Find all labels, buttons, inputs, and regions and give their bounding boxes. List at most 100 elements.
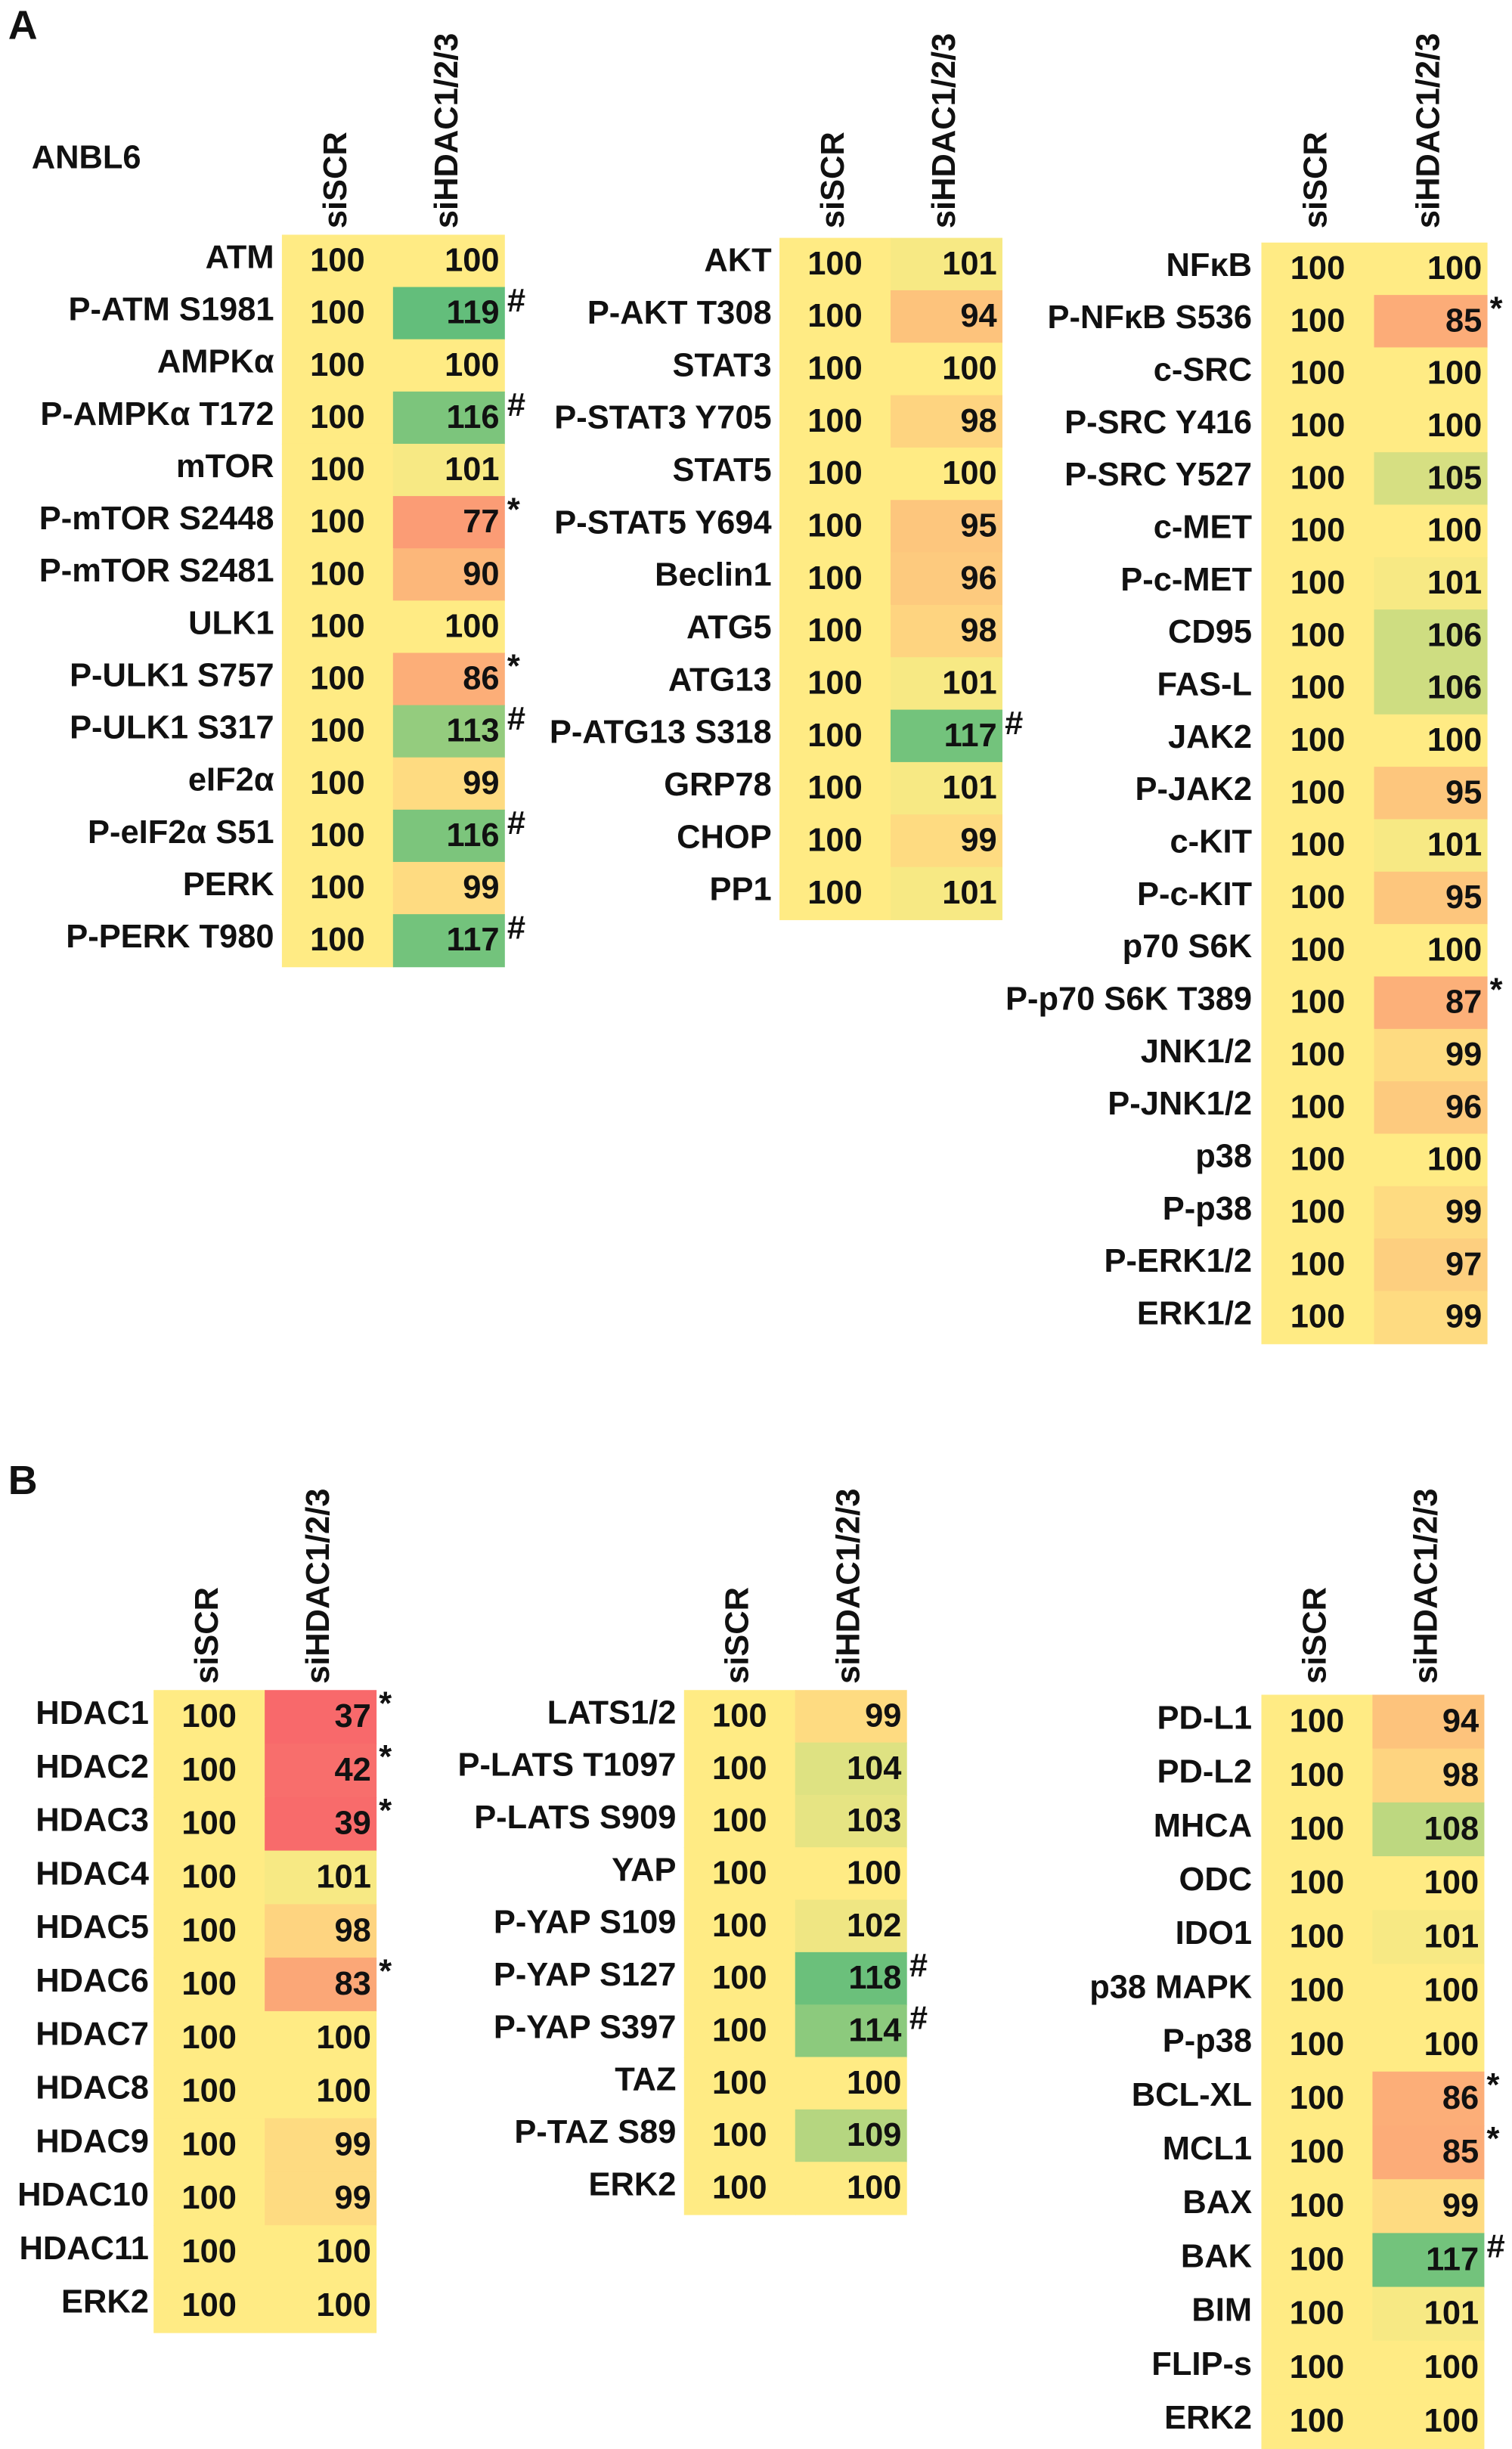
- heat-cell: [1261, 1802, 1374, 1858]
- cell-value: 101: [1427, 565, 1482, 601]
- cell-value: 100: [310, 608, 365, 644]
- row-label: ERK2: [61, 2284, 149, 2320]
- heat-cell: [1372, 2179, 1485, 2234]
- row-label: PERK: [183, 866, 274, 903]
- row-label: HDAC4: [36, 1855, 149, 1892]
- cell-value: 100: [1290, 722, 1346, 758]
- heat-cell: [890, 709, 1002, 763]
- heat-cell: [890, 604, 1002, 659]
- significance-mark: *: [379, 1953, 392, 1989]
- cell-value: 100: [1290, 1246, 1346, 1282]
- significance-mark: *: [1487, 2121, 1500, 2157]
- row-label: P-SRC Y416: [1064, 405, 1252, 441]
- row-label: TAZ: [615, 2062, 676, 2098]
- heat-cell: [1261, 1291, 1375, 1344]
- heat-cell: [795, 1951, 907, 2006]
- cell-value: 101: [942, 665, 996, 701]
- heat-cell: [1374, 1081, 1488, 1135]
- cell-value: 99: [865, 1697, 901, 1734]
- heat-cell: [795, 2162, 907, 2215]
- heat-cell: [1372, 2286, 1485, 2342]
- significance-mark: #: [507, 910, 525, 946]
- cell-value: 100: [1290, 1142, 1346, 1178]
- heat-cell: [1372, 1964, 1485, 2019]
- heat-cell: [890, 343, 1002, 396]
- cell-value: 101: [942, 770, 996, 806]
- row-label: P-TAZ S89: [514, 2114, 676, 2150]
- row-label: PD-L2: [1157, 1754, 1253, 1790]
- row-label: GRP78: [664, 767, 772, 803]
- cell-value: 99: [960, 822, 996, 858]
- heat-cell: [1374, 399, 1488, 454]
- cell-value: 100: [712, 1908, 767, 1944]
- significance-mark: *: [507, 649, 520, 685]
- heat-cell: [265, 1958, 377, 2012]
- heat-cell: [1374, 242, 1488, 296]
- row-label: P-mTOR S2481: [39, 553, 274, 589]
- significance-mark: *: [507, 491, 520, 528]
- row-label: P-ATG13 S318: [550, 715, 772, 751]
- row-label: STAT3: [673, 347, 772, 383]
- heat-cell: [1261, 2286, 1374, 2342]
- heat-cell: [779, 290, 892, 344]
- cell-value: 100: [1290, 617, 1346, 653]
- row-label: P-AKT T308: [587, 295, 772, 331]
- cell-value: 100: [1290, 1918, 1345, 1955]
- heat-cell: [779, 395, 892, 448]
- heat-cell: [1261, 399, 1375, 454]
- heat-cell: [153, 1796, 266, 1852]
- row-label: HDAC9: [36, 2123, 149, 2159]
- cell-value: 83: [335, 1966, 371, 2002]
- heat-cell: [683, 1742, 796, 1796]
- cell-value: 100: [310, 713, 365, 749]
- heat-cell: [1374, 714, 1488, 768]
- heat-cell: [153, 1958, 266, 2012]
- cell-value: 99: [1445, 1037, 1482, 1073]
- cell-value: 101: [942, 246, 996, 282]
- cell-value: 100: [807, 875, 863, 911]
- cell-value: 100: [807, 770, 863, 806]
- heat-cell: [779, 237, 892, 291]
- row-label: HDAC11: [20, 2230, 149, 2267]
- significance-mark: #: [507, 387, 525, 423]
- row-label: BAK: [1181, 2238, 1252, 2274]
- cell-value: 100: [445, 347, 500, 383]
- column-header: siHDAC1/2/3: [1408, 1489, 1444, 1684]
- heat-cell: [392, 287, 505, 340]
- heat-cell: [683, 2004, 796, 2058]
- cell-value: 100: [942, 455, 996, 491]
- cell-value: 100: [310, 817, 365, 854]
- cell-value: 100: [1290, 1973, 1345, 2009]
- heat-cell: [779, 447, 892, 501]
- row-label: P-c-KIT: [1137, 876, 1253, 913]
- heat-cell: [153, 2225, 266, 2280]
- heat-cell: [1261, 347, 1375, 401]
- row-label: YAP: [612, 1852, 676, 1888]
- cell-value: 99: [463, 765, 499, 801]
- cell-value: 96: [1445, 1089, 1482, 1125]
- heat-cell: [153, 2172, 266, 2227]
- heat-cell: [890, 761, 1002, 816]
- heat-cell: [1374, 452, 1488, 506]
- cell-value: 100: [1427, 932, 1482, 968]
- heat-cell: [392, 705, 505, 758]
- cell-value: 100: [316, 2287, 371, 2323]
- cell-value: 101: [316, 1859, 371, 1896]
- heat-cell: [1261, 2017, 1374, 2072]
- heat-cell: [683, 2057, 796, 2110]
- heat-cell: [1374, 1133, 1488, 1187]
- cell-line-label: ANBL6: [32, 140, 141, 176]
- heat-cell: [683, 2109, 796, 2163]
- heat-cell: [265, 2118, 377, 2173]
- heat-cell: [153, 2278, 266, 2333]
- cell-value: 100: [1290, 1703, 1345, 1740]
- heat-cell: [153, 2010, 266, 2066]
- row-label: HDAC3: [36, 1803, 149, 1839]
- cell-value: 100: [445, 243, 500, 279]
- cell-value: 100: [712, 2117, 767, 2153]
- row-label: P-p38: [1163, 2023, 1252, 2060]
- cell-value: 100: [1424, 2026, 1479, 2063]
- row-label: FAS-L: [1157, 667, 1253, 703]
- cell-value: 100: [181, 1806, 236, 1842]
